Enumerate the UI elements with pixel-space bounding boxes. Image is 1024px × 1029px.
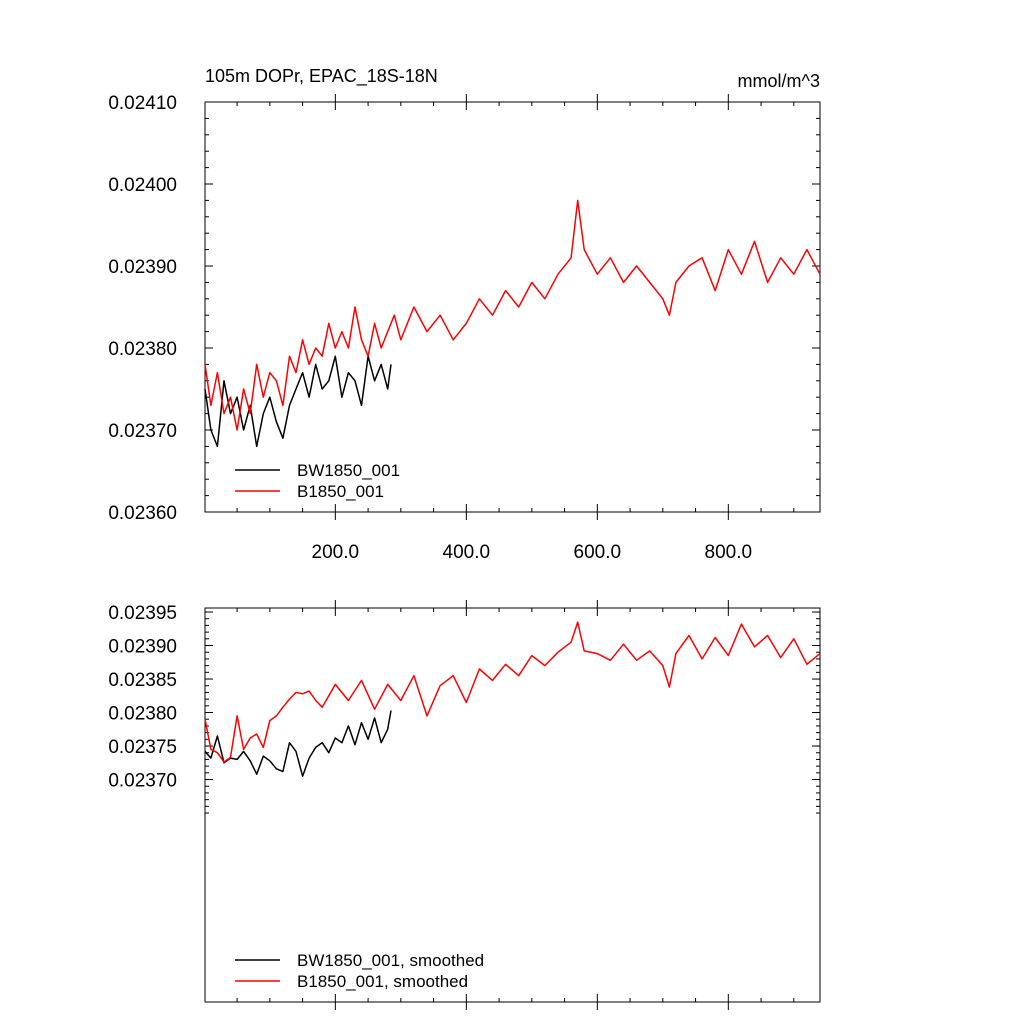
y-tick-label: 0.02375 <box>108 737 177 758</box>
series-line-0 <box>204 710 392 777</box>
series-line-0 <box>204 355 392 448</box>
chart-title: 105m DOPr, EPAC_18S-18N <box>205 66 438 87</box>
y-tick-label: 0.02385 <box>108 670 177 691</box>
legend-label: BW1850_001 <box>297 461 400 480</box>
chart-units: mmol/m^3 <box>738 71 820 91</box>
y-tick-label: 0.02390 <box>108 257 177 278</box>
legend-label: BW1850_001, smoothed <box>297 951 484 970</box>
x-tick-label: 800.0 <box>705 542 753 563</box>
series-line-1 <box>204 199 821 431</box>
plot-frame <box>204 607 821 1003</box>
y-tick-label: 0.02370 <box>108 421 177 442</box>
x-tick-label: 200.0 <box>312 542 360 563</box>
series-line-1 <box>204 621 821 763</box>
y-tick-label: 0.02400 <box>108 175 177 196</box>
y-tick-label: 0.02360 <box>108 503 177 524</box>
legend-label: B1850_001 <box>297 482 384 501</box>
y-tick-label: 0.02390 <box>108 637 177 658</box>
y-tick-label: 0.02410 <box>108 93 177 114</box>
y-tick-label: 0.02370 <box>108 771 177 792</box>
x-tick-label: 600.0 <box>574 542 622 563</box>
y-tick-label: 0.02380 <box>108 704 177 725</box>
y-tick-label: 0.02395 <box>108 603 177 624</box>
y-tick-label: 0.02380 <box>108 339 177 360</box>
x-tick-label: 400.0 <box>443 542 491 563</box>
legend-label: B1850_001, smoothed <box>297 972 468 991</box>
plot-frame <box>204 101 821 513</box>
